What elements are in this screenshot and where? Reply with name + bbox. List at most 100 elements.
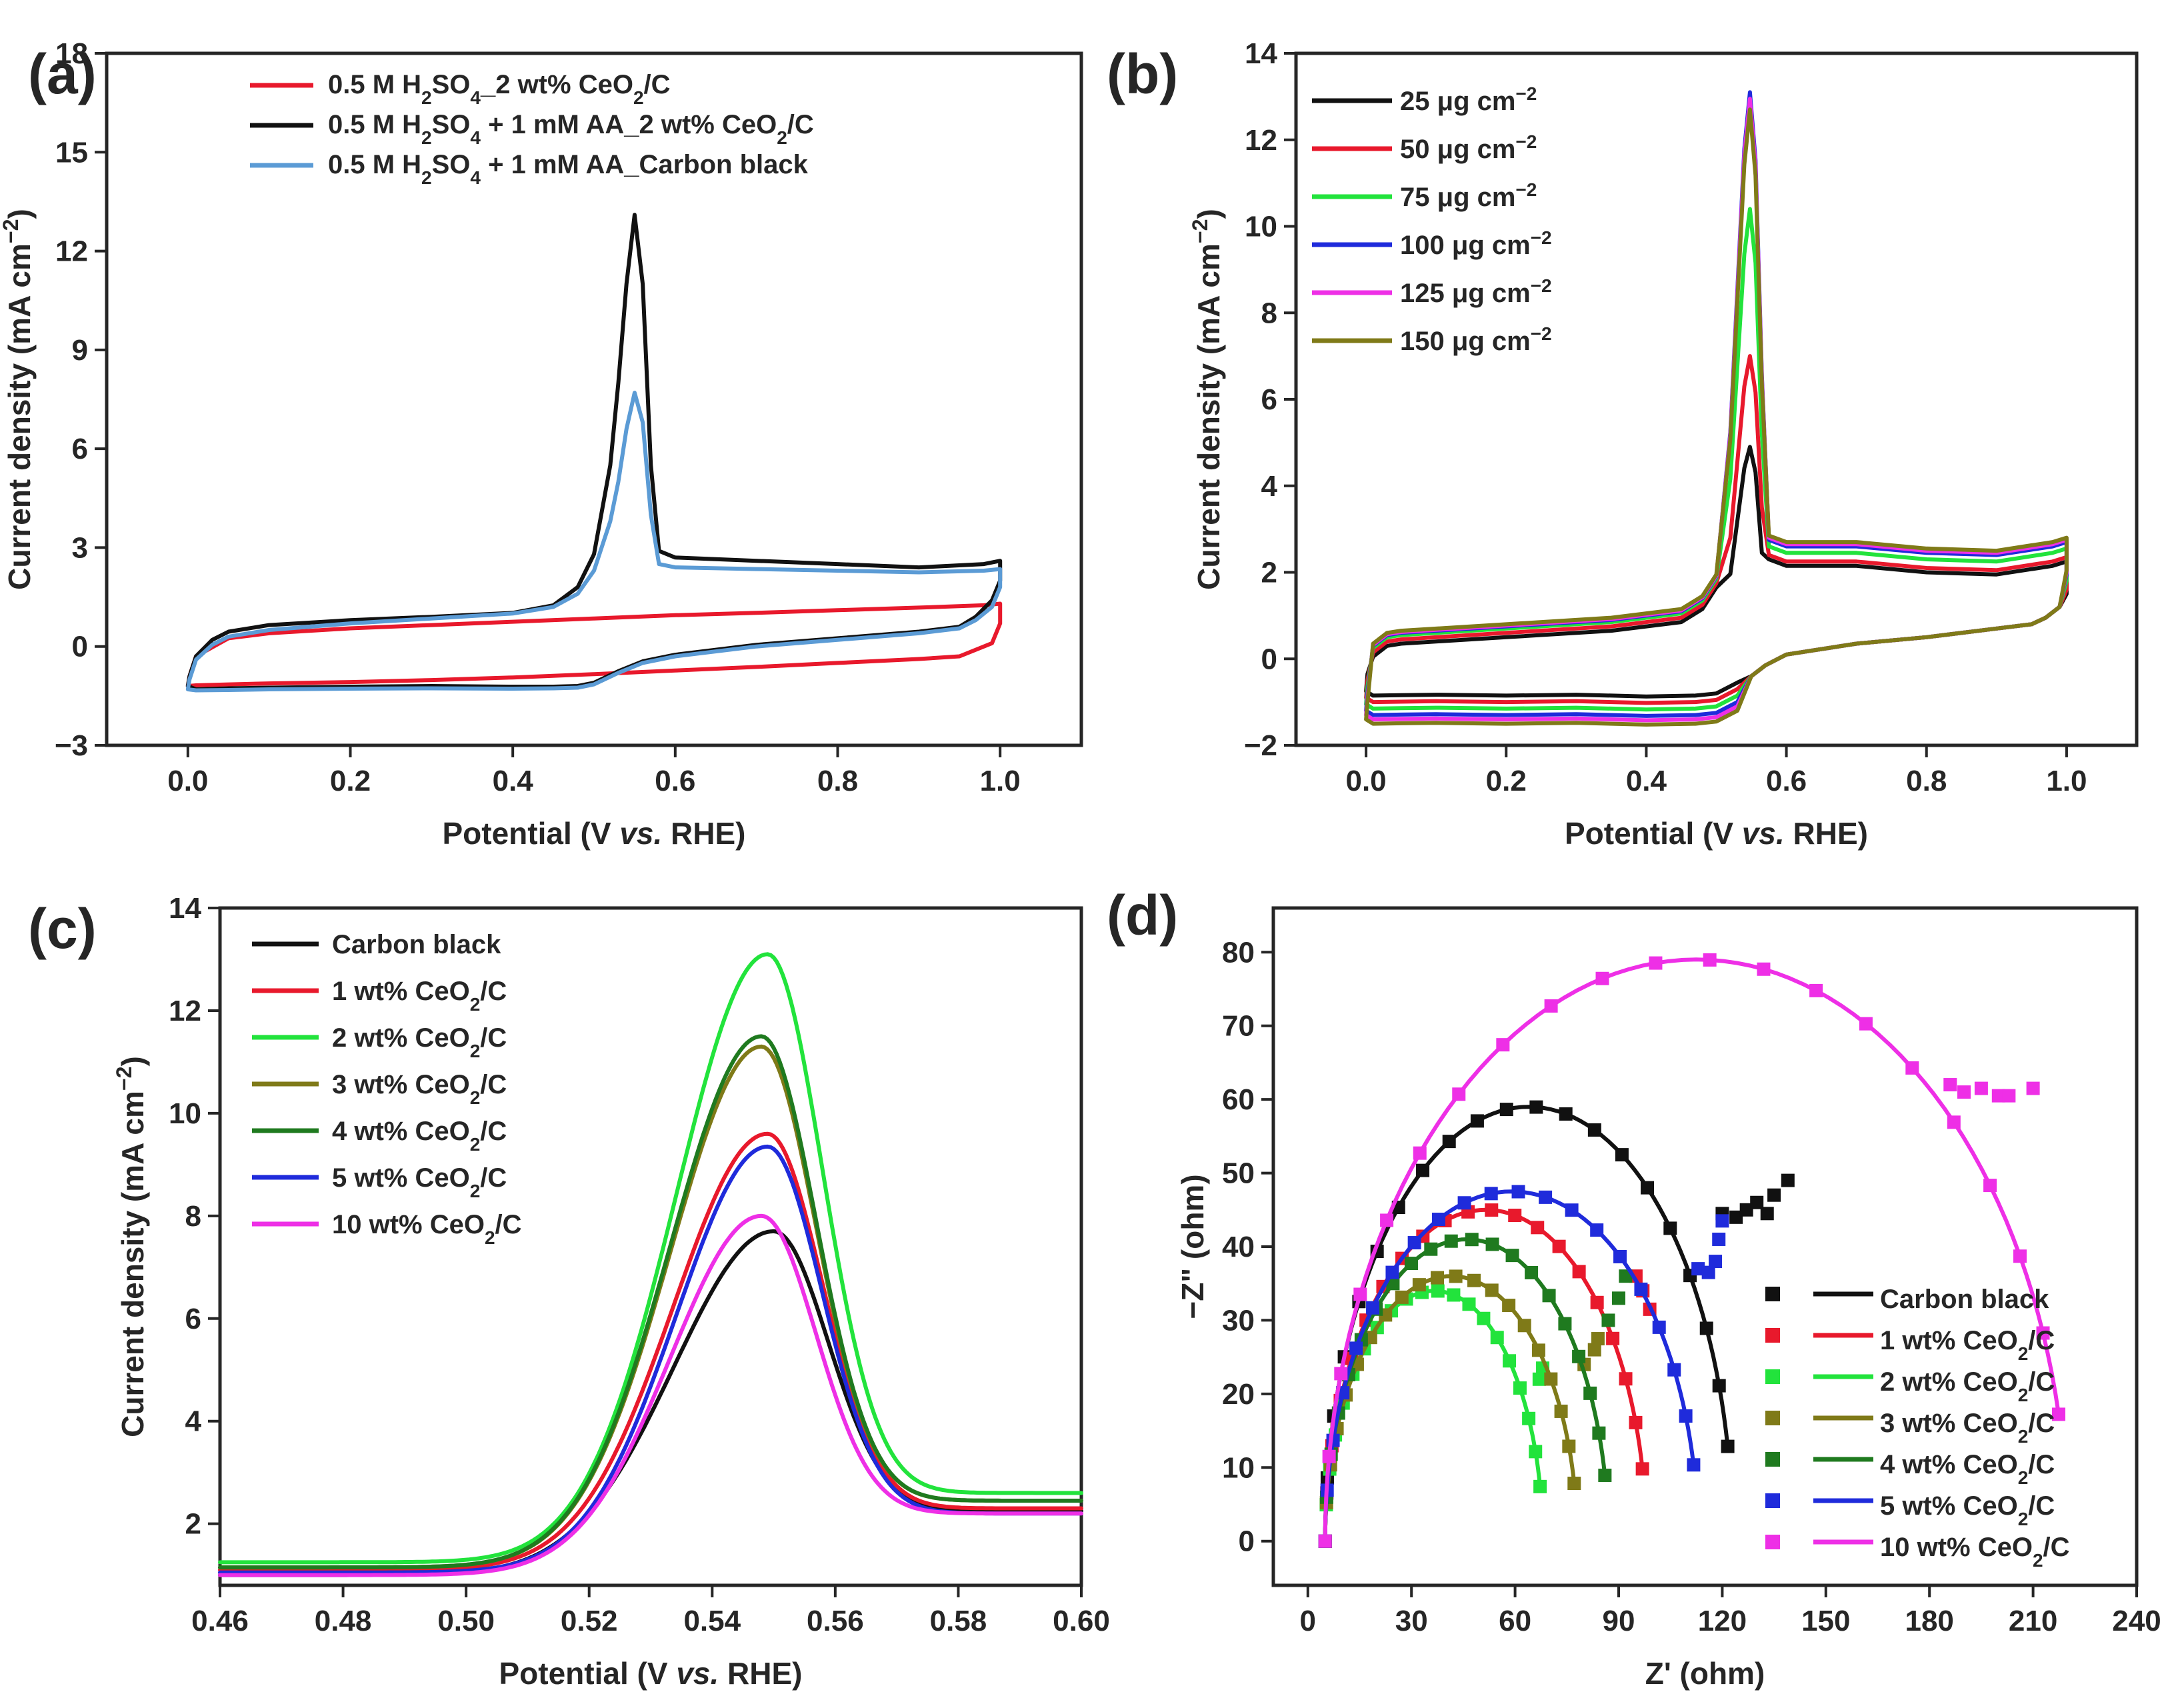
- legend-entry: 0.5 M H2SO4_2 wt% CeO2/C: [328, 70, 671, 108]
- data-point: [1485, 1203, 1499, 1217]
- data-point: [1531, 1343, 1545, 1357]
- data-point: [1449, 1269, 1463, 1283]
- data-point: [1529, 1100, 1543, 1114]
- legend-marker: [1765, 1328, 1780, 1343]
- plot-frame: [218, 906, 1083, 1587]
- data-point: [1701, 1265, 1715, 1279]
- series-line-3: [185, 391, 1003, 693]
- data-point: [1502, 1299, 1516, 1313]
- data-point: [1667, 1363, 1681, 1377]
- data-point: [1558, 1317, 1572, 1331]
- data-point: [2036, 1326, 2050, 1340]
- data-point: [1442, 1135, 1456, 1149]
- x-tick-label: 1.0: [980, 765, 1021, 797]
- data-point: [1544, 1372, 1558, 1386]
- data-point: [1947, 1115, 1961, 1129]
- x-tick-label: 0.50: [437, 1605, 495, 1637]
- y-tick-label: 12: [169, 995, 201, 1027]
- series-line-1: [1364, 445, 2069, 699]
- x-tick-label: 0.2: [330, 765, 371, 797]
- data-point: [1366, 1301, 1380, 1315]
- x-tick-label: 0.46: [191, 1605, 249, 1637]
- series-line-2: [1364, 354, 2069, 705]
- x-tick-label: 0.0: [167, 765, 208, 797]
- data-point: [1431, 1271, 1445, 1285]
- data-point: [1721, 1439, 1735, 1453]
- data-point: [2013, 1249, 2027, 1263]
- legend-entry: 2 wt% CeO2/C: [1880, 1367, 2055, 1405]
- data-point: [2026, 1081, 2040, 1095]
- legend-entry: 1 wt% CeO2/C: [1880, 1326, 2055, 1364]
- y-tick-label: 10: [1222, 1451, 1255, 1484]
- y-tick-label: 0: [1239, 1525, 1255, 1558]
- data-point: [1583, 1386, 1597, 1400]
- y-axis-label: Current density (mA cm−2): [112, 1056, 150, 1437]
- data-point: [1447, 1288, 1461, 1302]
- panel-label: (b): [1107, 43, 1178, 105]
- data-point: [1532, 1372, 1546, 1386]
- y-tick-label: 0: [72, 631, 88, 663]
- data-point: [1431, 1284, 1445, 1298]
- y-tick-label: 3: [72, 531, 88, 564]
- x-axis-label: Potential (V vs. RHE): [443, 816, 746, 851]
- legend-entry: 50 μg cm−2: [1400, 131, 1537, 165]
- y-tick-label: 10: [1245, 211, 1277, 243]
- x-tick-label: 150: [1801, 1605, 1850, 1637]
- legend-entry: 3 wt% CeO2/C: [332, 1070, 507, 1108]
- legend-entry: 100 μg cm−2: [1400, 227, 1552, 261]
- data-point: [1529, 1445, 1543, 1459]
- data-point: [1601, 1313, 1615, 1327]
- data-point: [1663, 1221, 1677, 1235]
- data-point: [1431, 1213, 1445, 1227]
- panel-d: 0 30 60 90 120 150 180 210 240 0 10 20 30 40 50 60 70 80 (…: [1107, 884, 2161, 1691]
- x-tick-label: 90: [1603, 1605, 1635, 1637]
- data-point: [1467, 1273, 1481, 1287]
- data-point: [1712, 1232, 1726, 1246]
- data-point: [1957, 1085, 1971, 1099]
- data-point: [1322, 1449, 1336, 1463]
- legend-entry: 2 wt% CeO2/C: [332, 1023, 507, 1061]
- y-tick-label: 18: [55, 37, 88, 70]
- data-point: [1485, 1237, 1499, 1251]
- x-tick-label: 210: [2009, 1605, 2057, 1637]
- data-point: [1905, 1061, 1919, 1075]
- y-tick-label: 8: [185, 1200, 201, 1233]
- fit-line-5: [1323, 1237, 1607, 1543]
- data-point: [1591, 1332, 1605, 1346]
- x-tick-label: 0.58: [930, 1605, 987, 1637]
- y-tick-label: 30: [1222, 1304, 1255, 1337]
- data-point: [1709, 1255, 1723, 1269]
- panel-label: (a): [28, 43, 97, 105]
- data-point: [1572, 1265, 1586, 1279]
- data-point: [1687, 1458, 1701, 1472]
- data-point: [1619, 1372, 1633, 1386]
- data-point: [1565, 1203, 1579, 1217]
- data-point: [1544, 999, 1558, 1013]
- x-tick-label: 0.8: [1906, 765, 1947, 797]
- legend-marker: [1765, 1493, 1780, 1508]
- data-point: [1484, 1187, 1498, 1201]
- series-line-2: [218, 1131, 1083, 1572]
- data-point: [1513, 1381, 1527, 1395]
- data-point: [1385, 1265, 1399, 1279]
- y-tick-label: 50: [1222, 1157, 1255, 1190]
- data-point: [1508, 1209, 1522, 1223]
- data-point: [1395, 1290, 1409, 1304]
- data-point: [1465, 1233, 1479, 1247]
- data-point: [1485, 1283, 1499, 1297]
- data-point: [1404, 1257, 1418, 1271]
- y-tick-label: 6: [72, 433, 88, 465]
- legend-entry: 150 μg cm−2: [1400, 323, 1552, 357]
- data-point: [1525, 1265, 1539, 1279]
- data-point: [1477, 1311, 1491, 1325]
- x-tick-label: 1.0: [2046, 765, 2087, 797]
- data-point: [1595, 971, 1609, 985]
- x-tick-label: 0.48: [315, 1605, 372, 1637]
- data-point: [1641, 1181, 1655, 1195]
- data-point: [1592, 1426, 1606, 1440]
- x-axis-label: Potential (V vs. RHE): [1565, 816, 1868, 851]
- panel-label: (c): [28, 897, 97, 960]
- y-tick-label: −3: [55, 729, 88, 762]
- x-tick-label: 0.6: [655, 765, 695, 797]
- legend-entry: 4 wt% CeO2/C: [332, 1117, 507, 1155]
